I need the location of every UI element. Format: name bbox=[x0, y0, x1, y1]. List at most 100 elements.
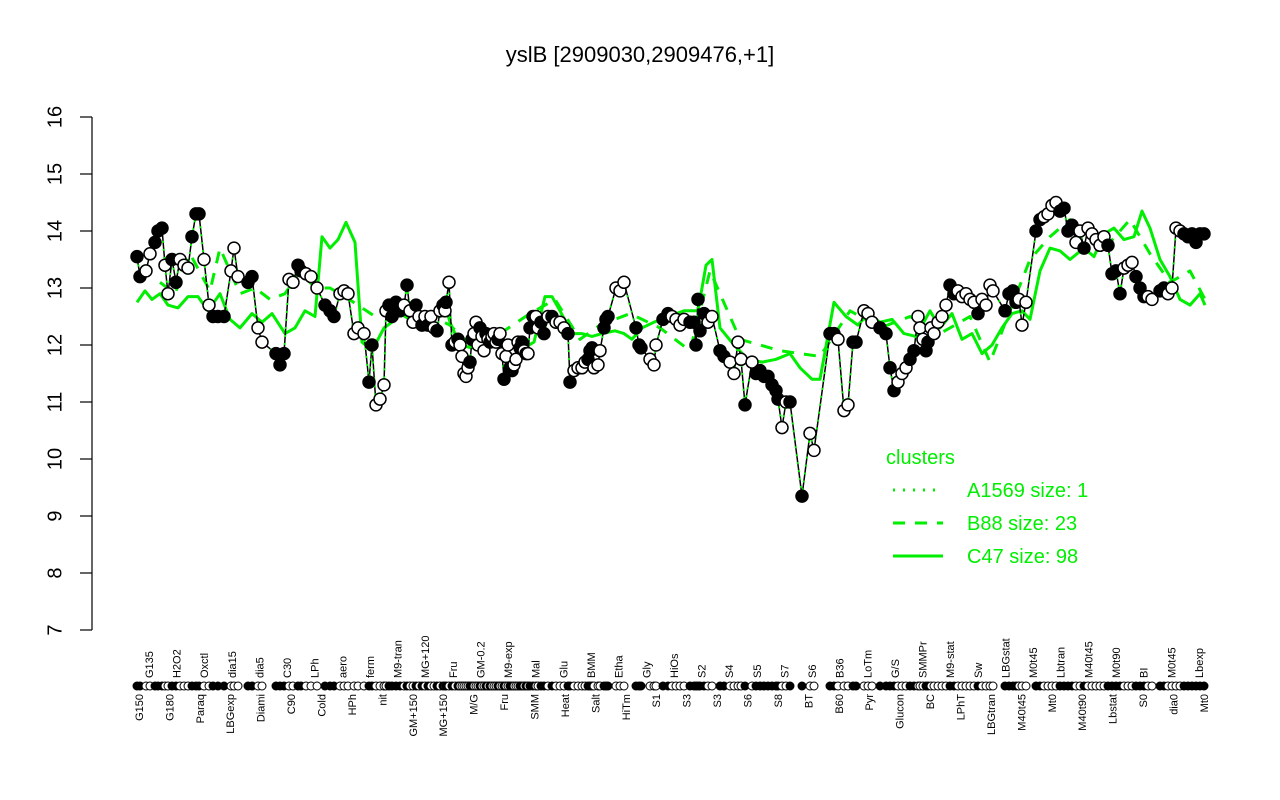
sample-point bbox=[245, 269, 259, 284]
x-tick-label: M0t90 bbox=[1111, 647, 1123, 678]
sample-point bbox=[169, 275, 183, 290]
sample-point bbox=[907, 343, 921, 358]
x-tick-label: Lbexp bbox=[1194, 648, 1206, 678]
x-tick-label: S7 bbox=[779, 665, 791, 678]
sample-point bbox=[1125, 255, 1139, 270]
sample-point bbox=[705, 309, 719, 324]
x-tick-label: M9-stat bbox=[945, 641, 957, 678]
x-tick-label: G135 bbox=[144, 651, 156, 678]
x-tick-label: Cold bbox=[316, 694, 328, 717]
x-tick-label: Mal bbox=[531, 660, 543, 678]
sample-point bbox=[161, 286, 175, 301]
y-tick-label: 8 bbox=[44, 567, 66, 578]
legend-title: clusters bbox=[886, 447, 955, 469]
x-tick-label: M40t90 bbox=[1077, 694, 1089, 731]
x-tick-label: Heat bbox=[560, 694, 572, 717]
sample-point bbox=[442, 275, 456, 290]
x-tick-label: G150 bbox=[134, 694, 146, 721]
x-tick-label: aero bbox=[337, 656, 349, 678]
x-tick-label: M40t45 bbox=[1016, 694, 1028, 731]
y-tick-label: 10 bbox=[44, 448, 66, 470]
x-tick-label: M0t45 bbox=[1166, 647, 1178, 678]
x-tick-label: LPh bbox=[310, 658, 322, 678]
x-tick-label: Gly bbox=[641, 661, 653, 678]
y-tick-label: 7 bbox=[44, 624, 66, 635]
sample-point bbox=[197, 252, 211, 267]
x-tick-label: dia15 bbox=[227, 651, 239, 678]
sample-point bbox=[192, 207, 206, 221]
series-samples bbox=[130, 195, 1211, 503]
x-tick-label: S6 bbox=[807, 665, 819, 678]
sample-point bbox=[439, 295, 453, 310]
sample-point bbox=[649, 338, 663, 352]
sample-point bbox=[1057, 201, 1071, 215]
sample-point bbox=[409, 298, 423, 312]
sample-point bbox=[231, 269, 245, 284]
x-tick-label: BI bbox=[1139, 668, 1151, 678]
x-tick-label: dia5 bbox=[254, 657, 266, 678]
x-tick-label: C30 bbox=[282, 658, 294, 678]
sample-point bbox=[400, 278, 414, 292]
x-tick-label: B36 bbox=[835, 658, 847, 678]
x-tick-label: C90 bbox=[286, 694, 298, 714]
sample-point bbox=[497, 372, 511, 386]
x-tick-label: MG+150 bbox=[438, 694, 450, 737]
sample-point bbox=[357, 326, 371, 341]
x-tick-label: BT bbox=[803, 694, 815, 708]
legend: clusters A1569 size: 1 B88 size: 23 C47 siz… bbox=[886, 447, 1088, 568]
x-tick-label: Lbtran bbox=[1056, 647, 1068, 678]
sample-point bbox=[277, 346, 291, 361]
sample-point bbox=[831, 332, 845, 347]
y-axis: 7 8 9 10 11 12 13 14 15 16 bbox=[44, 106, 93, 636]
x-tick-label: Glucon bbox=[895, 694, 907, 729]
y-tick-label: 16 bbox=[44, 106, 66, 128]
legend-entry: B88 size: 23 bbox=[967, 513, 1077, 535]
x-tick-label: BC bbox=[925, 694, 937, 709]
sample-point bbox=[143, 247, 157, 261]
x-tick-label: SMMPr bbox=[918, 641, 930, 678]
x-tick-label: HiTm bbox=[621, 694, 633, 720]
x-tick-label: H2O2 bbox=[172, 649, 184, 678]
sample-point bbox=[731, 335, 745, 349]
x-tick-label: S4 bbox=[724, 665, 736, 678]
sample-point bbox=[1165, 281, 1179, 295]
sample-point bbox=[593, 343, 607, 358]
x-tick-label: S5 bbox=[752, 665, 764, 678]
y-tick-label: 9 bbox=[44, 510, 66, 521]
sample-point bbox=[148, 235, 162, 250]
x-tick-label: Fru bbox=[448, 662, 460, 679]
sample-point bbox=[463, 355, 477, 369]
sample-point bbox=[181, 261, 195, 275]
x-tick-label: ferm bbox=[365, 656, 377, 678]
legend-entry: C47 size: 98 bbox=[967, 546, 1078, 568]
x-tick-label: MG+120 bbox=[420, 636, 432, 679]
sample-point bbox=[430, 324, 444, 338]
sample-point bbox=[1197, 227, 1211, 241]
sample-point bbox=[986, 284, 1000, 298]
series-c47-line bbox=[135, 209, 1207, 381]
x-tick-label: S3 bbox=[712, 694, 724, 707]
sample-point bbox=[362, 375, 376, 389]
sample-point bbox=[723, 355, 737, 369]
sample-point bbox=[807, 443, 821, 458]
sample-point bbox=[883, 361, 897, 375]
chart-title: yslB [2909030,2909476,+1] bbox=[505, 42, 775, 67]
sample-point bbox=[979, 298, 993, 312]
x-tick-label: nit bbox=[377, 694, 389, 706]
y-tick-label: 15 bbox=[44, 163, 66, 185]
sample-point bbox=[935, 309, 949, 324]
sample-point bbox=[310, 281, 324, 295]
x-tick-label: S0 bbox=[1138, 694, 1150, 707]
sample-point bbox=[286, 275, 300, 290]
x-tick-label: LBGexp bbox=[225, 694, 237, 734]
sample-point bbox=[273, 358, 287, 372]
x-tick-label: S6 bbox=[742, 694, 754, 707]
x-tick-label: Salt bbox=[590, 694, 602, 713]
x-tick-label: HPh bbox=[347, 694, 359, 715]
sample-point bbox=[1015, 318, 1029, 332]
sample-point bbox=[734, 352, 748, 367]
x-tick-label: LBGstat bbox=[1000, 638, 1012, 678]
sample-point bbox=[341, 286, 355, 301]
sample-point bbox=[911, 309, 925, 324]
x-tick-label: LoTm bbox=[862, 650, 874, 678]
